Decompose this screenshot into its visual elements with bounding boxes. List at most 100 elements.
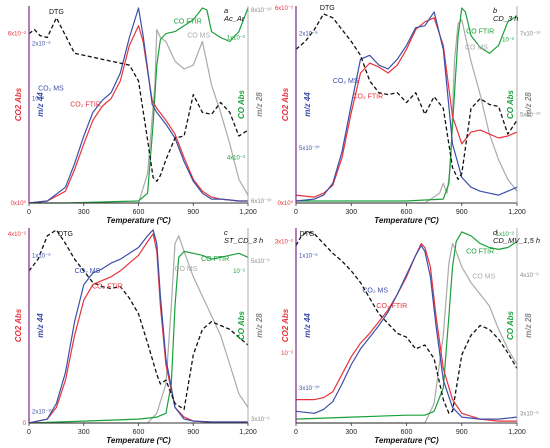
x-tick-label: 0 <box>294 429 298 436</box>
x-tick-label: 300 <box>78 209 90 216</box>
series-label-co2-ms: CO₂ MS <box>75 268 101 275</box>
y-axis-title-mz28: m/z 28 <box>255 313 264 338</box>
y-axis-title-co-abs: CO Abs <box>237 310 246 340</box>
left-tick-label: 6x10⁻² <box>275 6 293 12</box>
y-axis-title-mz44: m/z 44 <box>303 92 312 117</box>
left-tick-label: 6x10⁻² <box>8 32 26 38</box>
panel-letter: d <box>493 228 498 237</box>
left-inner-tick-label: 10⁻⁹ <box>32 96 45 103</box>
series-line-co-ftir <box>28 250 249 424</box>
series-label-co-ms: CO MS <box>465 44 488 51</box>
y-axis-title-mz28: m/z 28 <box>524 92 533 117</box>
x-axis-title: Temperature (ºC) <box>106 216 171 225</box>
series-line-co2-ms <box>295 244 518 420</box>
series-line-co2-ms <box>28 7 248 204</box>
left-tick-label: 4x10⁻² <box>8 232 26 238</box>
right-tick-label: 3x10⁻⁹ <box>520 410 539 417</box>
series-label-co-ms: CO MS <box>472 274 495 281</box>
series-line-co-ms <box>296 19 518 204</box>
x-axis-title: Temperature (ºC) <box>106 436 171 445</box>
y-axis-title-co2-abs: CO2 Abs <box>281 308 290 342</box>
panel-title: CD_MV_1,5 h <box>493 236 540 245</box>
left-inner-tick-label: 5x10⁻¹⁰ <box>299 145 320 152</box>
y-axis-title-co2-abs: CO2 Abs <box>281 87 290 121</box>
left-inner-tick-label: 3x10⁻¹⁰ <box>299 385 320 392</box>
left-inner-tick-label: 2x10⁻¹⁰ <box>32 408 53 415</box>
y-axis-title-mz44: m/z 44 <box>36 92 45 117</box>
right-inner-tick-label: 10⁻² <box>233 269 245 275</box>
left-inner-tick-label: 2x10⁻⁹ <box>32 40 51 47</box>
series-line-dtg <box>28 17 249 182</box>
y-axis-title-co-abs: CO Abs <box>506 89 515 119</box>
x-tick-label: 900 <box>456 429 468 436</box>
series-line-co-ms <box>296 243 518 424</box>
y-axis-title-mz28: m/z 28 <box>255 92 264 117</box>
left-tick-label: 3x10⁻² <box>275 240 293 246</box>
y-axis-title-co2-abs: CO2 Abs <box>14 87 23 121</box>
left-inner-tick-label: 2x10⁻⁹ <box>299 31 318 38</box>
x-tick-label: 1,200 <box>239 209 257 216</box>
series-line-co-ms <box>29 29 249 204</box>
right-tick-label: 4x10⁻⁹ <box>520 272 539 279</box>
series-label-co-ftir: CO FTIR <box>174 19 202 26</box>
panel-a: 0 300 600 900 1,200 Temperature (ºC) 0x10⁰ 6x10… <box>8 6 272 225</box>
right-inner-tick-label: 10⁻² <box>502 37 514 43</box>
series-line-dtg <box>295 231 518 414</box>
x-axis-title: Temperature (ºC) <box>374 216 439 225</box>
series-label-dtg: DTG <box>49 9 64 16</box>
series-label-co2-ms: CO₂ MS <box>333 78 359 85</box>
series-label-dtg: DTG <box>58 231 73 238</box>
x-tick-label: 1,200 <box>508 209 526 216</box>
series-label-dtg: DTG <box>300 231 315 238</box>
right-tick-label: 8x10⁻¹⁰ <box>251 7 272 14</box>
y-axis-title-co2-abs: CO2 Abs <box>14 308 23 342</box>
x-axis-title: Temperature (ºC) <box>374 436 439 445</box>
x-tick-label: 0 <box>27 429 31 436</box>
x-tick-label: 600 <box>133 209 145 216</box>
panel-c: 0 300 600 900 1,200 Temperature (ºC) 0 4x10⁻² 2x… <box>8 228 270 445</box>
series-line-co2-ftir <box>28 25 248 204</box>
panel-d: 0 300 600 900 1,200 Temperature (ºC) 10⁻² 3x10⁻… <box>275 228 540 445</box>
left-tick-label: 0x10⁰ <box>278 200 294 207</box>
panel-title: Ac_Ar <box>223 14 245 23</box>
left-inner-tick-label: 1x10⁻⁹ <box>32 252 51 259</box>
series-line-co2-ms <box>28 229 248 424</box>
right-inner-tick-label: 4x10⁻³ <box>227 156 245 162</box>
series-line-co-ftir <box>296 7 518 202</box>
x-tick-label: 300 <box>345 429 357 436</box>
series-label-co2-ftir: CO₂ FTIR <box>376 303 407 310</box>
right-tick-label: 5x10⁻¹⁰ <box>520 111 541 118</box>
x-tick-label: 300 <box>78 429 90 436</box>
y-axis-title-co-abs: CO Abs <box>237 89 246 119</box>
x-tick-label: 300 <box>345 209 357 216</box>
series-line-co-ms <box>29 235 249 424</box>
y-axis-title-mz44: m/z 44 <box>36 313 45 338</box>
x-tick-label: 0 <box>27 209 31 216</box>
left-tick-label: 0x10⁰ <box>11 200 27 207</box>
left-tick-label: 0 <box>23 421 27 427</box>
right-tick-label: 6x10⁻¹⁰ <box>251 198 272 205</box>
panel-title: CD_3 h <box>493 14 518 23</box>
x-tick-label: 600 <box>401 429 413 436</box>
right-tick-label: 7x10⁻¹⁰ <box>520 31 541 38</box>
series-label-co-ms: CO MS <box>174 266 197 273</box>
y-axis-title-mz44: m/z 44 <box>303 313 312 338</box>
series-line-co2-ftir <box>296 243 517 422</box>
panel-b: 0 300 600 900 1,200 Temperature (ºC) 0x10⁰ 6x10… <box>275 5 541 225</box>
panel-letter: a <box>224 6 228 15</box>
x-tick-label: 900 <box>187 209 199 216</box>
series-label-co2-ms: CO₂ MS <box>38 86 64 93</box>
series-label-co-ftir: CO FTIR <box>466 29 494 36</box>
series-label-co-ftir: CO FTIR <box>466 248 494 255</box>
series-label-co2-ftir: CO₂ FTIR <box>92 283 123 290</box>
x-tick-label: 600 <box>133 429 145 436</box>
right-inner-tick-label: 1x10⁻² <box>496 232 514 238</box>
right-inner-tick-label: 1x10⁻² <box>227 36 245 42</box>
x-tick-label: 0 <box>294 209 298 216</box>
right-tick-label: 5x10⁻⁹ <box>251 258 270 265</box>
panel-letter: c <box>224 228 228 237</box>
series-line-co2-ftir <box>295 17 518 198</box>
x-tick-label: 900 <box>187 429 199 436</box>
series-line-co-ftir <box>295 231 518 420</box>
